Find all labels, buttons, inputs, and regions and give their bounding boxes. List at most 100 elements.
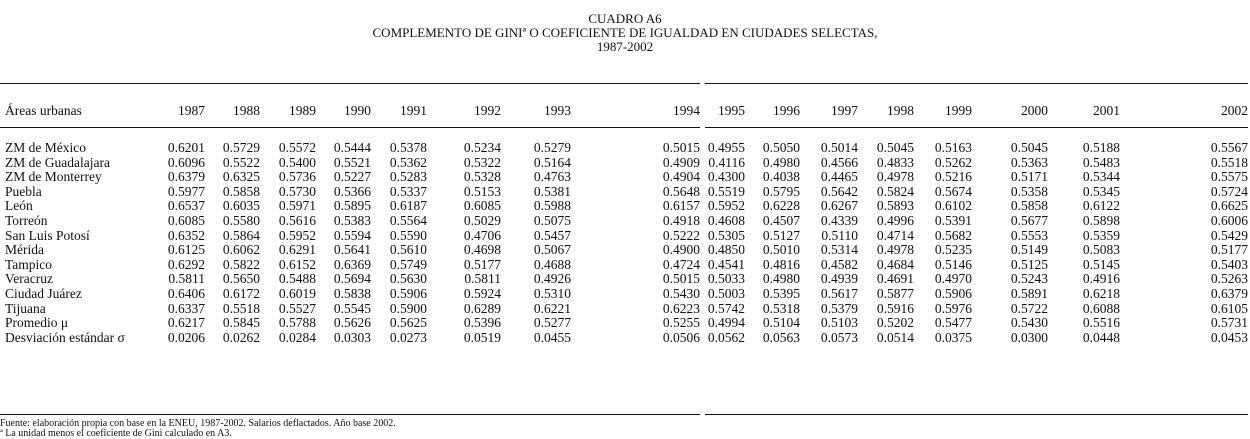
year-header: 1989 <box>289 103 316 118</box>
top-rule-right <box>705 83 1248 84</box>
value-cell: 0.5742 <box>707 300 745 316</box>
header-rule-right <box>705 127 1248 128</box>
value-cell: 0.5642 <box>820 183 858 199</box>
value-cell: 0.5677 <box>1010 213 1048 228</box>
value-cell: 0.4955 <box>707 140 745 155</box>
value-cell: 0.6201 <box>167 140 205 155</box>
value-cell: 0.5235 <box>934 242 972 258</box>
row-label: ZM de Guadalajara <box>5 154 110 170</box>
source-note: Fuente: elaboración propia con base en l… <box>0 418 396 429</box>
value-cell: 0.5477 <box>934 315 972 331</box>
value-cell: 0.4566 <box>820 154 858 170</box>
value-cell: 0.5731 <box>1210 315 1248 331</box>
row-label: ZM de Monterrey <box>5 169 102 185</box>
value-cell: 0.5243 <box>1010 271 1048 287</box>
value-cell: 0.4978 <box>876 169 914 185</box>
value-cell: 0.5045 <box>1010 140 1048 155</box>
value-cell: 0.6062 <box>222 242 260 258</box>
value-cell: 0.5362 <box>389 154 427 170</box>
value-cell: 0.4980 <box>762 154 800 170</box>
value-cell: 0.5029 <box>463 213 501 228</box>
value-cell: 0.5345 <box>1082 183 1120 199</box>
value-cell: 0.4038 <box>762 169 800 185</box>
year-header: 2002 <box>1221 103 1248 118</box>
value-cell: 0.5906 <box>389 286 427 301</box>
year-header: 1999 <box>945 103 972 118</box>
value-cell: 0.5067 <box>533 242 571 258</box>
value-cell: 0.5403 <box>1210 256 1248 272</box>
value-cell: 0.4507 <box>762 213 800 228</box>
value-cell: 0.4684 <box>876 256 914 272</box>
value-cell: 0.5518 <box>1210 154 1248 170</box>
value-cell: 0.5103 <box>820 315 858 331</box>
value-cell: 0.6105 <box>1210 300 1248 316</box>
value-cell: 0.6187 <box>389 198 427 214</box>
value-cell: 0.5277 <box>533 315 571 331</box>
top-rule-left <box>0 83 700 84</box>
value-cell: 0.4706 <box>463 227 501 243</box>
value-cell: 0.5626 <box>333 315 371 331</box>
value-cell: 0.0519 <box>463 329 501 345</box>
value-cell: 0.5457 <box>533 227 571 243</box>
value-cell: 0.5648 <box>662 183 700 199</box>
year-header: 1992 <box>474 103 501 118</box>
value-cell: 0.5146 <box>934 256 972 272</box>
value-cell: 0.5381 <box>533 183 571 199</box>
value-cell: 0.5429 <box>1210 227 1248 243</box>
row-label: Desviación estándar σ <box>5 329 125 345</box>
value-cell: 0.4608 <box>707 213 745 228</box>
year-header: 1988 <box>233 103 260 118</box>
value-cell: 0.4763 <box>533 169 571 185</box>
value-cell: 0.5444 <box>333 140 371 155</box>
value-cell: 0.6122 <box>1082 198 1120 214</box>
value-cell: 0.5379 <box>820 300 858 316</box>
value-cell: 0.6217 <box>167 315 205 331</box>
value-cell: 0.5328 <box>463 169 501 185</box>
value-cell: 0.5075 <box>533 213 571 228</box>
value-cell: 0.5262 <box>934 154 972 170</box>
value-cell: 0.5430 <box>662 286 700 301</box>
value-cell: 0.0562 <box>707 329 745 345</box>
row-label: ZM de México <box>5 140 86 155</box>
value-cell: 0.6085 <box>463 198 501 214</box>
value-cell: 0.4688 <box>533 256 571 272</box>
value-cell: 0.5127 <box>762 227 800 243</box>
value-cell: 0.5625 <box>389 315 427 331</box>
value-cell: 0.5575 <box>1210 169 1248 185</box>
value-cell: 0.5845 <box>222 315 260 331</box>
value-cell: 0.5283 <box>389 169 427 185</box>
value-cell: 0.6352 <box>167 227 205 243</box>
value-cell: 0.0563 <box>762 329 800 345</box>
value-cell: 0.5216 <box>934 169 972 185</box>
value-cell: 0.5977 <box>167 183 205 199</box>
value-cell: 0.0262 <box>222 329 260 345</box>
value-cell: 0.0514 <box>876 329 914 345</box>
value-cell: 0.4465 <box>820 169 858 185</box>
value-cell: 0.5188 <box>1082 140 1120 155</box>
value-cell: 0.6337 <box>167 300 205 316</box>
row-label: León <box>5 198 33 214</box>
value-cell: 0.5488 <box>278 271 316 287</box>
value-cell: 0.4994 <box>707 315 745 331</box>
value-cell: 0.5383 <box>333 213 371 228</box>
value-cell: 0.4926 <box>533 271 571 287</box>
value-cell: 0.5305 <box>707 227 745 243</box>
value-cell: 0.5730 <box>278 183 316 199</box>
value-cell: 0.4724 <box>662 256 700 272</box>
year-header: 1998 <box>887 103 914 118</box>
value-cell: 0.6172 <box>222 286 260 301</box>
value-cell: 0.5050 <box>762 140 800 155</box>
value-cell: 0.6379 <box>1210 286 1248 301</box>
value-cell: 0.5630 <box>389 271 427 287</box>
value-cell: 0.6221 <box>533 300 571 316</box>
value-cell: 0.4939 <box>820 271 858 287</box>
value-cell: 0.5015 <box>662 271 700 287</box>
value-cell: 0.5125 <box>1010 256 1048 272</box>
value-cell: 0.5952 <box>278 227 316 243</box>
value-cell: 0.5864 <box>222 227 260 243</box>
value-cell: 0.5736 <box>278 169 316 185</box>
value-cell: 0.5033 <box>707 271 745 287</box>
value-cell: 0.5337 <box>389 183 427 199</box>
value-cell: 0.5694 <box>333 271 371 287</box>
row-label: Promedio μ <box>5 315 69 331</box>
